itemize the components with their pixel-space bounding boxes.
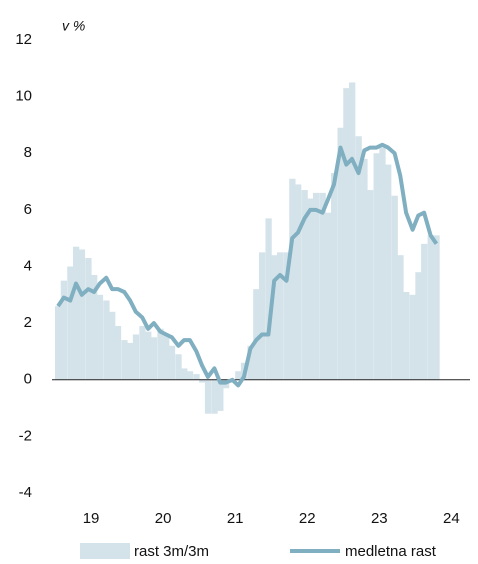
legend-label: rast 3m/3m [134,543,209,560]
bar [307,198,314,380]
x-tick-label: 21 [227,510,244,527]
bar [385,164,392,380]
bar [139,325,146,380]
bar [409,294,416,380]
bar [361,158,368,380]
bar [103,300,110,380]
bar [132,334,140,380]
bar [253,289,260,380]
bar [271,255,278,380]
bar [127,342,134,380]
bar [114,325,122,380]
bar [163,334,170,380]
y-tick-label: 2 [24,314,32,331]
bar [301,190,308,380]
bar [373,153,380,380]
bar [91,274,98,380]
y-tick-label: -4 [19,484,32,501]
bar [109,311,116,380]
bar [397,255,404,380]
bar [421,243,428,380]
bar [265,218,272,380]
bar [85,258,92,380]
bar [55,306,62,380]
legend-label: medletna rast [345,543,437,560]
bar [403,291,410,380]
bar [186,371,194,380]
bar [355,136,362,380]
y-tick-label: 0 [24,371,32,388]
bar [73,246,80,380]
bar [78,249,86,380]
y-axis-label: v % [62,18,85,34]
bar [145,331,152,380]
y-tick-label: 4 [24,257,32,274]
bar [121,340,128,380]
bar [325,212,332,380]
bar [391,195,398,380]
bar [150,337,158,380]
bar [181,368,188,380]
bar [433,235,440,380]
bar [258,252,266,380]
bar [67,266,74,380]
bar [343,88,350,380]
x-tick-label: 23 [371,510,388,527]
bar [204,379,212,414]
x-tick-label: 24 [443,510,460,527]
bar [217,379,224,411]
bar [168,345,176,380]
y-tick-label: 12 [15,31,32,48]
bar [235,371,242,380]
bar [294,184,302,380]
legend-swatch [80,543,130,559]
bar [427,235,434,380]
bar [349,82,356,380]
line [56,142,439,388]
y-tick-label: -2 [19,427,32,444]
y-tick-label: 8 [24,144,32,161]
bar [211,379,218,414]
x-tick-label: 20 [155,510,172,527]
y-tick-label: 10 [15,88,32,105]
bar [415,272,422,380]
bar [193,374,200,380]
bar [379,147,386,380]
bar [60,280,68,380]
x-tick-label: 19 [83,510,100,527]
bar [175,354,182,380]
bar [331,173,338,380]
bar [313,192,320,380]
bar [289,178,296,380]
bar [157,328,164,380]
bar [199,379,206,383]
bar [96,294,104,380]
bar [319,192,326,380]
bar [276,252,284,380]
y-tick-label: 6 [24,201,32,218]
bar [337,127,344,380]
bar [247,345,254,380]
x-tick-label: 22 [299,510,316,527]
bar [367,190,374,380]
bar [283,252,290,380]
